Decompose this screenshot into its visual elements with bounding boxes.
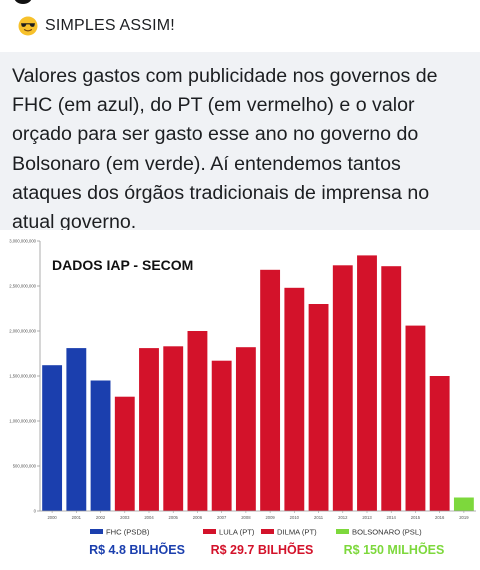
bars bbox=[42, 255, 474, 511]
chart-title: DADOS IAP - SECOM bbox=[52, 257, 193, 273]
x-tick-label: 2000 bbox=[47, 515, 57, 520]
bar-2000 bbox=[42, 365, 63, 511]
cropped-avatar bbox=[14, 0, 32, 4]
bar-2012 bbox=[332, 265, 353, 511]
x-tick-label: 2009 bbox=[265, 515, 275, 520]
x-tick-label: 2002 bbox=[96, 515, 106, 520]
bar-2009 bbox=[260, 269, 281, 511]
bar-2008 bbox=[235, 347, 256, 511]
x-tick-label: 2011 bbox=[314, 515, 324, 520]
totals: R$ 4.8 BILHÕES R$ 29.7 BILHÕES R$ 150 MILH… bbox=[89, 542, 444, 557]
total-label: R$ 4.8 BILHÕES bbox=[89, 542, 185, 557]
x-tick-label: 2008 bbox=[241, 515, 251, 520]
y-tick-label: 1,000,000,000 bbox=[9, 419, 36, 424]
bar-chart: 0 500,000,000 1,000,000,000 1,500,000,000 2,… bbox=[9, 239, 476, 557]
x-tick-label: 2010 bbox=[290, 515, 300, 520]
bar-2004 bbox=[139, 348, 159, 511]
x-tick-label: 2001 bbox=[72, 515, 82, 520]
post-text-box: Valores gastos com publicidade nos gover… bbox=[0, 52, 480, 233]
legend-swatch bbox=[90, 529, 103, 534]
x-tick-label: 2006 bbox=[193, 515, 203, 520]
post-header: SIMPLES ASSIM! bbox=[0, 0, 480, 52]
y-tick-label: 500,000,000 bbox=[13, 464, 37, 469]
legend: FHC (PSDB) LULA (PT) DILMA (PT) BOLSONARO (… bbox=[90, 528, 422, 537]
y-tick-label: 1,500,000,000 bbox=[9, 374, 36, 379]
bar-2007 bbox=[211, 360, 232, 511]
x-tick-label: 2004 bbox=[144, 515, 154, 520]
bar-2003 bbox=[114, 396, 135, 511]
total-label: R$ 29.7 BILHÕES bbox=[211, 542, 314, 557]
legend-label: FHC (PSDB) bbox=[106, 528, 150, 537]
sunglasses-face-icon bbox=[18, 16, 38, 36]
bar-2010 bbox=[284, 287, 305, 511]
x-tick-label: 2014 bbox=[387, 515, 397, 520]
bar-2005 bbox=[163, 346, 184, 511]
bar-2002 bbox=[90, 380, 111, 511]
legend-swatch bbox=[261, 529, 274, 534]
legend-label: BOLSONARO (PSL) bbox=[352, 528, 422, 537]
x-tick-label: 2005 bbox=[169, 515, 179, 520]
bar-2001 bbox=[66, 348, 87, 511]
chart-image: 0 500,000,000 1,000,000,000 1,500,000,000 2,… bbox=[0, 230, 480, 570]
legend-swatch bbox=[336, 529, 349, 534]
legend-swatch bbox=[203, 529, 216, 534]
x-tick-label: 2012 bbox=[338, 515, 348, 520]
x-tick-label: 2007 bbox=[217, 515, 227, 520]
bar-2006 bbox=[187, 331, 208, 511]
legend-label: LULA (PT) bbox=[219, 528, 255, 537]
y-tick-label: 2,000,000,000 bbox=[9, 329, 36, 334]
y-tick-label: 2,500,000,000 bbox=[9, 284, 36, 289]
x-tick-label: 2013 bbox=[362, 515, 372, 520]
y-tick-label: 3,000,000,000 bbox=[9, 239, 36, 244]
x-tick-label: 2003 bbox=[120, 515, 130, 520]
y-axis: 0 500,000,000 1,000,000,000 1,500,000,000 2,… bbox=[9, 239, 41, 514]
x-tick-label: 2019 bbox=[459, 515, 469, 520]
bar-2019 bbox=[453, 497, 474, 511]
x-tick-label: 2015 bbox=[411, 515, 421, 520]
x-tick-label: 2016 bbox=[435, 515, 445, 520]
bar-2014 bbox=[381, 266, 402, 511]
post-label: SIMPLES ASSIM! bbox=[45, 17, 175, 34]
total-label: R$ 150 MILHÕES bbox=[344, 542, 445, 557]
legend-label: DILMA (PT) bbox=[277, 528, 317, 537]
bar-2013 bbox=[357, 255, 377, 511]
bar-2016 bbox=[429, 376, 450, 511]
bar-2015 bbox=[405, 325, 426, 511]
post-text: Valores gastos com publicidade nos gover… bbox=[12, 65, 438, 234]
y-tick-label: 0 bbox=[34, 509, 37, 514]
bar-2011 bbox=[308, 304, 329, 511]
x-axis: 2000 2001 2002 2003 2004 2005 2006 2007 2008 2009… bbox=[40, 510, 476, 520]
